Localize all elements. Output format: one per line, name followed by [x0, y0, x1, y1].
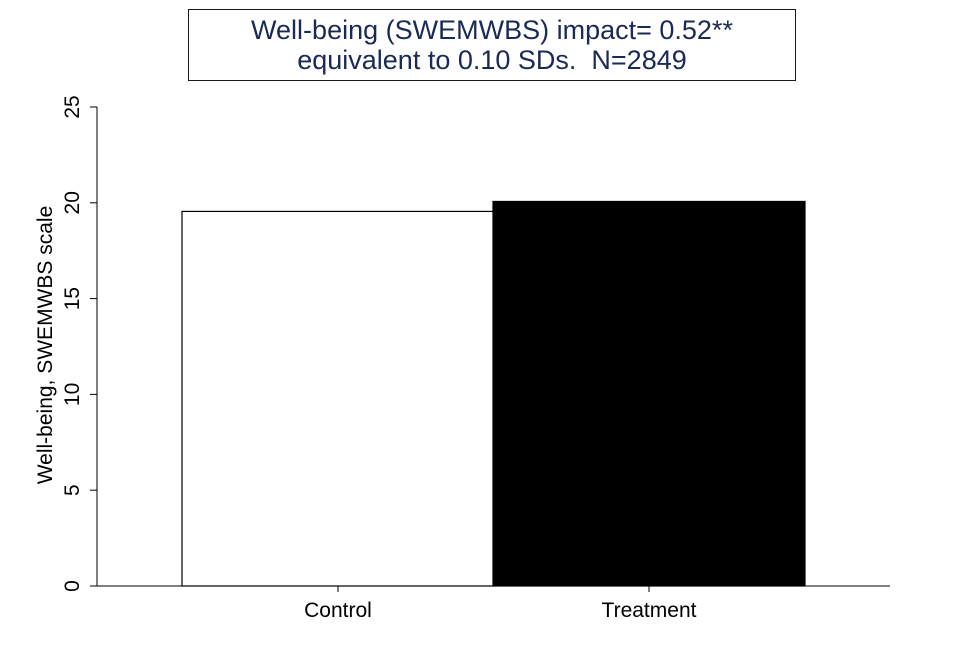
- bar-treatment: [492, 200, 806, 587]
- chart-title-box: Well-being (SWEMWBS) impact= 0.52** equi…: [188, 9, 796, 81]
- y-axis-label: Well-being, SWEMWBS scale: [34, 206, 57, 485]
- bar-control: [181, 210, 495, 587]
- x-ticks-group: Control Treatment: [304, 586, 697, 622]
- y-tick-label-20: 20: [61, 191, 84, 214]
- y-ticks-group: 0 5 10 15 20 25: [61, 95, 97, 592]
- chart-title-line-1: Well-being (SWEMWBS) impact= 0.52**: [251, 15, 733, 45]
- y-tick-label-10: 10: [61, 383, 84, 406]
- y-tick-label-0: 0: [61, 580, 84, 592]
- chart-title-line-2: equivalent to 0.10 SDs. N=2849: [297, 45, 687, 75]
- y-tick-label-5: 5: [61, 484, 84, 496]
- y-tick-label-25: 25: [61, 95, 84, 118]
- x-tick-label-treatment: Treatment: [602, 599, 697, 622]
- y-tick-label-15: 15: [61, 287, 84, 310]
- x-tick-label-control: Control: [304, 599, 372, 622]
- bars-group: [181, 200, 806, 587]
